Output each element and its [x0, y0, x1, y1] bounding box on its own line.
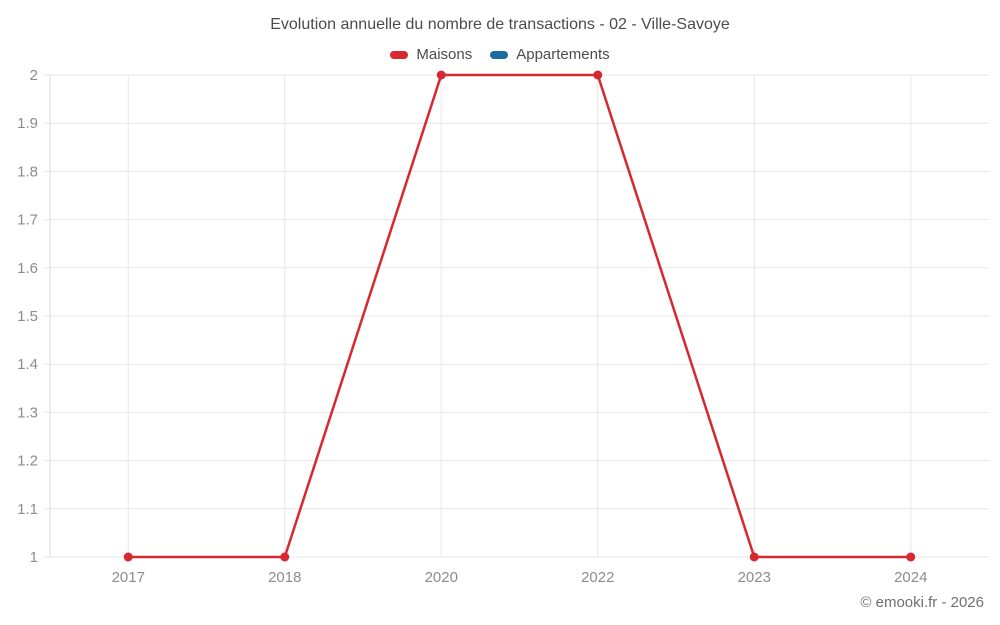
- y-axis-tick-label: 1.9: [17, 115, 38, 132]
- maisons-data-point[interactable]: [906, 552, 916, 562]
- maisons-data-point[interactable]: [123, 552, 133, 562]
- maisons-data-point[interactable]: [436, 70, 446, 80]
- y-axis-tick-label: 1.5: [17, 308, 38, 325]
- maisons-data-point[interactable]: [280, 552, 290, 562]
- y-axis-tick-label: 1.6: [17, 260, 38, 277]
- y-axis-tick-label: 1.7: [17, 212, 38, 229]
- x-axis-tick-label: 2022: [581, 569, 614, 586]
- legend-item-maisons[interactable]: Maisons: [390, 46, 472, 63]
- legend-item-label: Appartements: [516, 46, 610, 63]
- legend-item-appartements[interactable]: Appartements: [490, 46, 610, 63]
- y-axis-tick-label: 1.4: [17, 356, 38, 373]
- chart-footer-credit: © emooki.fr - 2026: [860, 594, 984, 611]
- legend-item-label: Maisons: [416, 46, 473, 63]
- x-axis-tick-label: 2024: [894, 569, 927, 586]
- maisons-data-point[interactable]: [593, 70, 603, 80]
- x-axis-tick-label: 2020: [425, 569, 458, 586]
- y-axis-tick-label: 1.2: [17, 453, 38, 470]
- y-axis-tick-label: 1.3: [17, 404, 38, 421]
- chart-title: Evolution annuelle du nombre de transact…: [270, 16, 730, 33]
- y-axis-tick-label: 1.1: [17, 501, 38, 518]
- x-axis-tick-label: 2017: [112, 569, 145, 586]
- y-axis-tick-label: 1: [30, 549, 38, 566]
- y-axis-tick-label: 2: [30, 67, 38, 84]
- appartements-legend-swatch-icon: [490, 50, 509, 59]
- maisons-legend-swatch-icon: [390, 50, 409, 59]
- chart-legend: Maisons Appartements: [0, 46, 1000, 63]
- maisons-data-point[interactable]: [749, 552, 759, 562]
- maisons-series-line: [128, 73, 911, 559]
- x-axis-tick-label: 2023: [738, 569, 771, 586]
- x-axis-tick-label: 2018: [268, 569, 301, 586]
- y-axis-tick-label: 1.8: [17, 163, 38, 180]
